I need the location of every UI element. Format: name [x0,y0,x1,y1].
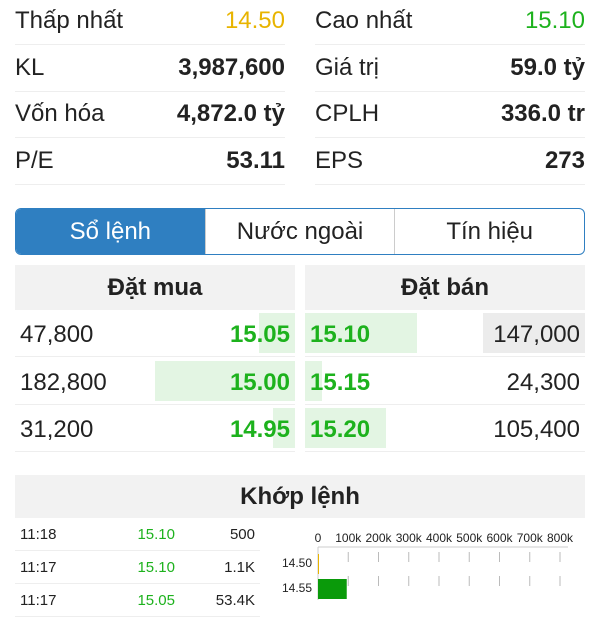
sell-row[interactable]: 15.15 24,300 [305,358,585,405]
buy-header: Đặt mua [15,265,295,310]
x-tick-label: 300k [396,531,423,545]
stat-value: 14.50 [224,7,285,34]
stat-label: EPS [315,146,364,174]
stat-row: CPLH 336.0 tr [315,91,585,138]
stat-value: 3,987,600 [178,53,285,81]
trade-price: 15.10 [137,559,175,576]
buy-volume-bar [272,408,295,448]
stat-value: 273 [544,146,585,174]
tab-order-book[interactable]: Sổ lệnh [16,209,205,254]
trade-time: 11:17 [20,559,57,576]
trade-time: 11:18 [20,526,57,543]
stat-label: Cao nhất [315,7,413,34]
buy-row[interactable]: 182,800 15.00 [15,358,295,405]
stat-row: KL 3,987,600 [15,45,285,92]
stat-label: KL [15,53,45,81]
x-tick-label: 800k [547,531,574,545]
sell-volume: 147,000 [493,321,580,348]
trade-price: 15.05 [137,592,175,609]
sell-volume-bar [305,313,417,353]
sell-volume-bar [305,408,387,448]
stat-label: P/E [15,146,54,174]
sell-volume: 24,300 [506,368,580,396]
x-tick-label: 100k [335,531,362,545]
trade-row: 11:17 15.10 1.1K [15,551,260,584]
x-tick-label: 0 [315,531,322,545]
buy-volume-bar [155,360,295,401]
sell-price: 15.20 [310,416,371,443]
sell-price: 15.15 [310,368,371,396]
trade-volume: 53.4K [215,592,255,609]
buy-volume: 47,800 [20,321,94,348]
buy-row[interactable]: 31,200 14.95 [15,405,295,452]
stat-label: Giá trị [315,53,380,81]
buy-price: 15.05 [229,321,290,348]
trade-row: 11:17 15.05 53.4K [15,584,260,617]
sell-volume-bar [305,360,322,401]
volume-bar [318,579,347,599]
sell-header: Đặt bán [305,265,585,310]
stat-label: Thấp nhất [15,7,124,34]
stat-value: 59.0 tỷ [510,53,585,81]
volume-bar [318,554,319,574]
stat-row: EPS 273 [315,138,585,185]
x-tick-label: 400k [426,531,453,545]
x-tick-label: 500k [456,531,483,545]
stat-row: Cao nhất 15.10 [315,0,585,45]
trade-volume: 500 [229,526,255,543]
sell-volume: 105,400 [493,416,580,443]
buy-volume: 182,800 [20,368,107,396]
stat-label: Vốn hóa [15,100,105,127]
buy-row[interactable]: 47,800 15.05 [15,310,295,357]
y-tick-label: 14.50 [282,556,312,570]
volume-by-price-chart: 0 100k 200k 300k 400k 500k 600k 700k 800k 14.50 14… [282,531,574,600]
buy-volume: 31,200 [20,416,94,443]
trade-volume: 1.1K [224,559,255,576]
sell-row[interactable]: 15.10 147,000 [305,310,585,357]
tab-foreign[interactable]: Nước ngoài [204,209,395,254]
stat-row: P/E 53.11 [15,138,285,185]
stat-value: 53.11 [226,146,285,174]
tab-signals[interactable]: Tín hiệu [394,209,584,254]
stat-value: 336.0 tr [500,100,585,127]
matched-header: Khớp lệnh [15,475,585,518]
trade-price: 15.10 [137,526,175,543]
tab-bar: Sổ lệnh Nước ngoài Tín hiệu [15,208,585,255]
x-tick-label: 200k [365,531,392,545]
trade-row: 11:18 15.10 500 [15,518,260,551]
sell-price: 15.10 [310,321,371,348]
sell-row[interactable]: 15.20 105,400 [305,405,585,452]
stat-value: 4,872.0 tỷ [176,100,285,127]
buy-volume-bar [258,313,295,353]
x-tick-label: 600k [486,531,513,545]
y-tick-label: 14.55 [282,581,312,595]
buy-price: 14.95 [229,416,290,443]
stat-value: 15.10 [524,7,585,34]
stat-row: Thấp nhất 14.50 [15,0,285,45]
stat-row: Vốn hóa 4,872.0 tỷ [15,91,285,138]
trade-time: 11:17 [20,592,57,609]
buy-price: 15.00 [229,368,290,396]
x-tick-label: 700k [517,531,544,545]
stat-label: CPLH [315,100,380,127]
stat-row: Giá trị 59.0 tỷ [315,45,585,92]
